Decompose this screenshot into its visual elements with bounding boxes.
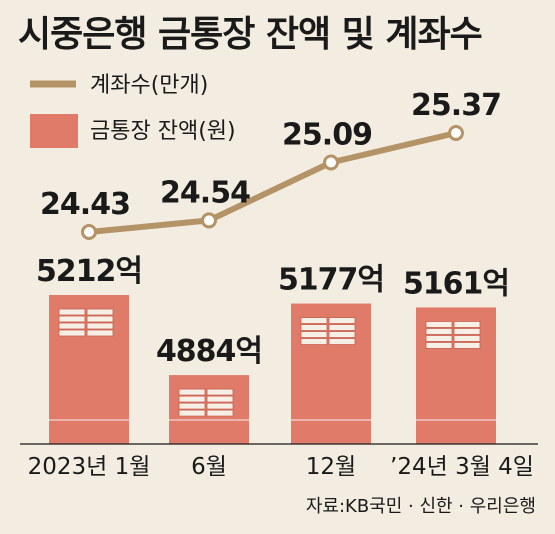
labels-layer: 5212억 4884억 5177억 5161억 24.43 24.54 25.09 25.37 (36, 88, 510, 369)
gold-bundle-icon (300, 317, 356, 345)
legend-balance-label: 금통장 잔액(원) (90, 119, 236, 144)
line-value-label: 25.09 (282, 117, 372, 152)
bundle-layer (453, 335, 481, 342)
bundle-layer (58, 329, 86, 337)
bundle-layer (328, 324, 356, 331)
bundle-layer (206, 402, 234, 410)
bar (416, 307, 496, 444)
bundle-layer (86, 322, 114, 330)
bundle-layer (425, 335, 453, 342)
legend-bar-swatch (30, 114, 78, 148)
bundle-layer (58, 315, 86, 323)
bundle-layer (300, 338, 328, 345)
bar-value-label: 5212억 (36, 254, 142, 289)
bundle-layer (86, 315, 114, 323)
source-note: 자료:KB국민 · 신한 · 우리은행 (306, 496, 536, 517)
bar-body (416, 307, 496, 444)
bundle-layer (300, 317, 328, 324)
bundle-layer (425, 328, 453, 335)
bundle-layer (453, 321, 481, 328)
gold-bundle-icon (425, 321, 481, 349)
bundle-layer (86, 308, 114, 316)
bundle-layer (300, 331, 328, 338)
line-point (448, 125, 464, 141)
bar (169, 375, 249, 444)
bar (291, 303, 371, 444)
bundle-layer (206, 395, 234, 403)
x-axis-labels: 2023년 1월 6월 12월 ’24년 3월 4일 (28, 454, 534, 480)
bundle-layer (58, 322, 86, 330)
x-tick-label: 6월 (191, 454, 227, 480)
bundle-layer (206, 388, 234, 396)
bundle-layer (453, 342, 481, 349)
bundle-layer (178, 402, 206, 410)
bundle-layer (425, 321, 453, 328)
bar-body (169, 375, 249, 444)
bar (49, 295, 129, 444)
line-value-label: 24.43 (40, 187, 130, 222)
bundle-layer (328, 331, 356, 338)
bundle-layer (206, 409, 234, 417)
line-point (323, 154, 339, 171)
legend-accounts-label: 계좌수(만개) (90, 73, 208, 98)
x-tick-label: 12월 (306, 454, 356, 480)
line-point (81, 224, 97, 240)
bundle-layer (178, 388, 206, 396)
bundle-layer (425, 342, 453, 349)
line-layer (81, 125, 464, 240)
bundle-layer (178, 395, 206, 403)
x-tick-label: ’24년 3월 4일 (390, 454, 534, 480)
bundle-layer (328, 338, 356, 345)
bundle-layer (178, 409, 206, 417)
line-value-label: 24.54 (160, 175, 250, 210)
bundle-layer (453, 328, 481, 335)
line-value-label: 25.37 (411, 88, 501, 123)
bar-value-label: 5161억 (403, 266, 509, 301)
chart-title: 시중은행 금통장 잔액 및 계좌수 (18, 14, 482, 55)
bundle-layer (300, 324, 328, 331)
line-point (201, 212, 217, 229)
bundle-layer (86, 329, 114, 337)
gold-bundle-icon (58, 308, 114, 337)
gold-bundle-icon (178, 388, 234, 417)
bar-value-label: 5177억 (278, 263, 384, 298)
accounts-line (88, 130, 457, 235)
bundle-layer (58, 308, 86, 316)
bars-layer (49, 295, 496, 444)
bundle-layer (328, 317, 356, 324)
x-tick-label: 2023년 1월 (28, 454, 151, 480)
bar-value-label: 4884억 (156, 334, 262, 369)
